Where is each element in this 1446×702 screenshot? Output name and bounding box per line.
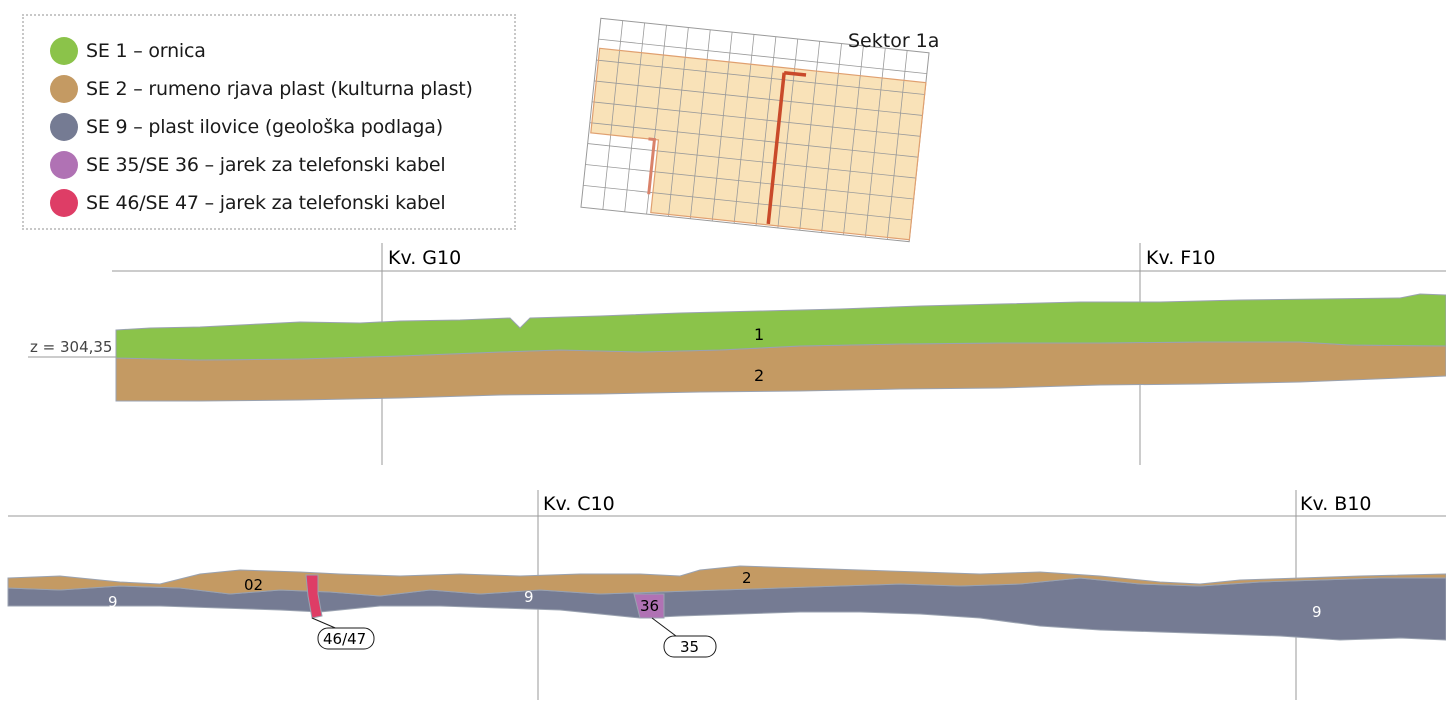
legend-swatch-se46 bbox=[50, 189, 78, 217]
sector-outline bbox=[590, 47, 927, 241]
profile-line-main bbox=[766, 70, 807, 225]
legend-swatch-se9 bbox=[50, 113, 78, 141]
legend-item-se46: SE 46/SE 47 – jarek za telefonski kabel bbox=[50, 188, 446, 218]
legend-label-se46: SE 46/SE 47 – jarek za telefonski kabel bbox=[86, 192, 446, 214]
legend-box: SE 1 – ornica SE 2 – rumeno rjava plast … bbox=[22, 14, 516, 230]
sector-label: Sektor 1a bbox=[848, 30, 939, 52]
upper-layer-se1 bbox=[115, 293, 1446, 361]
legend-swatch-se1 bbox=[50, 37, 78, 65]
upper-label-layer1: 1 bbox=[754, 325, 764, 344]
callout-bubble-4647 bbox=[317, 627, 375, 650]
legend-item-se9: SE 9 – plast ilovice (geološka podlaga) bbox=[50, 112, 443, 142]
legend-label-se2: SE 2 – rumeno rjava plast (kulturna plas… bbox=[86, 78, 473, 100]
trench-label-36: 36 bbox=[640, 597, 659, 615]
grid-label-b10: Kv. B10 bbox=[1300, 493, 1372, 515]
lower-label-layer9-left: 9 bbox=[108, 593, 118, 611]
upper-label-layer2: 2 bbox=[754, 366, 764, 385]
grid-label-c10: Kv. C10 bbox=[543, 493, 615, 515]
legend-swatch-se35 bbox=[50, 151, 78, 179]
lower-label-layer9-right: 9 bbox=[1312, 603, 1322, 621]
callout-leader-35 bbox=[651, 617, 677, 637]
lower-label-layer9-mid: 9 bbox=[524, 588, 534, 606]
lower-layer-se2 bbox=[7, 565, 1446, 597]
lower-label-layer2: 2 bbox=[742, 569, 752, 587]
legend-swatch-se2 bbox=[50, 75, 78, 103]
callout-bubble-35 bbox=[663, 635, 717, 658]
legend-item-se35: SE 35/SE 36 – jarek za telefonski kabel bbox=[50, 150, 446, 180]
grid-label-g10: Kv. G10 bbox=[388, 247, 461, 269]
sector-plan bbox=[580, 17, 930, 243]
callout-label-4647: 46/47 bbox=[323, 630, 366, 648]
legend-item-se2: SE 2 – rumeno rjava plast (kulturna plas… bbox=[50, 74, 473, 104]
upper-profile: Kv. G10 Kv. F10 z = 304,35 1 2 bbox=[28, 243, 1446, 465]
legend-item-se1: SE 1 – ornica bbox=[50, 36, 206, 66]
trench-35-36 bbox=[633, 593, 665, 619]
legend-label-se9: SE 9 – plast ilovice (geološka podlaga) bbox=[86, 116, 443, 138]
callout-label-35: 35 bbox=[680, 638, 699, 656]
sector-excavated-area bbox=[590, 48, 926, 240]
legend-label-se35: SE 35/SE 36 – jarek za telefonski kabel bbox=[86, 154, 446, 176]
profile-line-secondary bbox=[647, 137, 657, 195]
lower-profile: Kv. C10 Kv. B10 9 9 9 02 2 36 46/47 35 bbox=[7, 490, 1446, 700]
legend-label-se1: SE 1 – ornica bbox=[86, 40, 206, 62]
trench-46-47 bbox=[305, 574, 323, 619]
datum-label: z = 304,35 bbox=[30, 338, 112, 356]
grid-label-f10: Kv. F10 bbox=[1146, 247, 1215, 269]
lower-label-layer02: 02 bbox=[244, 576, 263, 594]
